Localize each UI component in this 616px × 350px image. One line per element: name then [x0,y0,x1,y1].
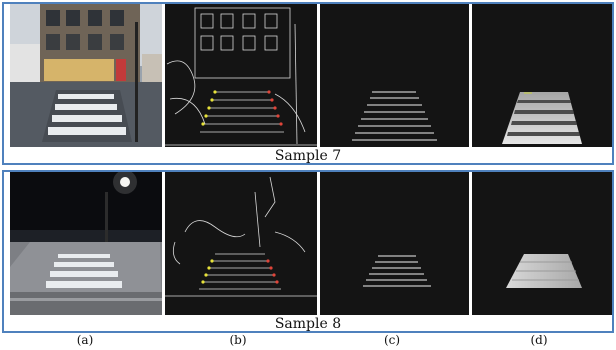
sample7-photo [10,4,162,147]
sample-panel-8: Sample 8 [2,170,614,333]
sublabel-d: (d) [530,333,548,347]
sample8-image-d [472,172,612,315]
sample7-image-d [472,4,612,147]
sublabel-c: (c) [383,333,401,347]
sample-caption: Sample 7 [274,148,342,164]
sample8-image-b [165,172,317,315]
sample7-image-b [165,4,317,147]
sample7-image-c [320,4,469,147]
sample7-lines [352,91,437,141]
sublabel-b: (b) [229,333,247,347]
sample-panel-7: Sample 7 [2,2,614,165]
sample7-edges [165,7,317,146]
sample7-region [502,92,582,144]
sample8-region [506,254,582,288]
sublabel-a: (a) [76,333,94,347]
sample8-image-c [320,172,469,315]
sample7-image-a [10,4,162,147]
sample8-lines [363,255,431,287]
sample-caption: Sample 8 [274,316,342,332]
sample8-photo [10,172,162,315]
sample8-image-a [10,172,162,315]
sample8-edges [165,176,317,297]
